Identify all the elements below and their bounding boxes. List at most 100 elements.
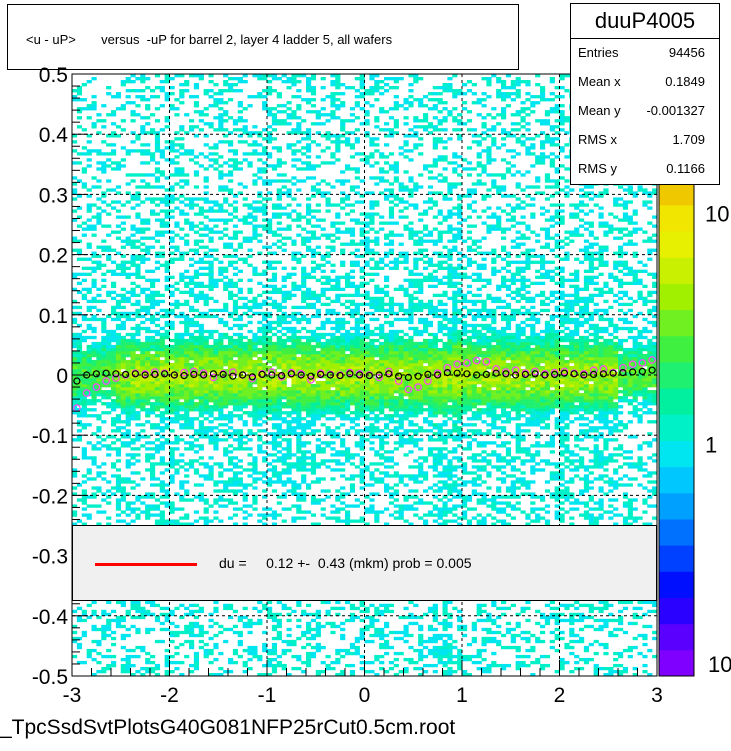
heatmap-cell bbox=[150, 660, 156, 665]
heatmap-cell bbox=[320, 450, 326, 454]
heatmap-cell bbox=[184, 417, 190, 421]
heatmap-cell bbox=[164, 95, 170, 99]
heatmap-cell bbox=[242, 390, 248, 394]
heatmap-cell bbox=[164, 387, 170, 391]
heatmap-cell bbox=[135, 600, 141, 605]
heatmap-cell bbox=[135, 302, 141, 307]
heatmap-cell bbox=[335, 435, 341, 439]
heatmap-cell bbox=[184, 221, 190, 225]
heatmap-cell bbox=[237, 417, 243, 421]
heatmap-cell bbox=[120, 371, 126, 376]
heatmap-cell bbox=[252, 390, 258, 394]
heatmap-cell bbox=[276, 390, 282, 394]
heatmap-cell bbox=[242, 402, 248, 406]
heatmap-cell bbox=[101, 666, 107, 671]
heatmap-cell bbox=[262, 227, 268, 231]
heatmap-cell bbox=[296, 104, 302, 108]
heatmap-cell bbox=[310, 417, 317, 421]
heatmap-cell bbox=[72, 182, 78, 186]
heatmap-cell bbox=[179, 311, 185, 316]
heatmap-cell bbox=[81, 287, 87, 292]
heatmap-cell bbox=[345, 510, 351, 514]
heatmap-cell bbox=[228, 390, 234, 394]
heatmap-cell bbox=[276, 612, 282, 617]
heatmap-cell bbox=[164, 402, 170, 406]
heatmap-cell bbox=[335, 402, 341, 406]
heatmap-cell bbox=[291, 314, 297, 319]
heatmap-cell bbox=[189, 408, 195, 412]
heatmap-cell bbox=[106, 522, 112, 526]
heatmap-cell bbox=[145, 218, 151, 222]
heatmap-cell bbox=[86, 408, 92, 412]
heatmap-cell bbox=[325, 663, 331, 668]
heatmap-cell bbox=[179, 125, 185, 129]
heatmap-cell bbox=[296, 251, 302, 255]
heatmap-cell bbox=[276, 654, 282, 659]
heatmap-cell bbox=[203, 477, 209, 481]
heatmap-cell bbox=[154, 344, 161, 349]
heatmap-cell bbox=[179, 414, 185, 418]
heatmap-cell bbox=[154, 95, 161, 99]
heatmap-cell bbox=[301, 356, 307, 361]
heatmap-cell bbox=[335, 212, 341, 216]
heatmap-cell bbox=[281, 278, 287, 282]
heatmap-cell bbox=[198, 426, 204, 430]
heatmap-cell bbox=[203, 387, 209, 391]
heatmap-cell bbox=[340, 627, 346, 632]
heatmap-cell bbox=[179, 350, 185, 355]
heatmap-cell bbox=[106, 350, 112, 355]
heatmap-cell bbox=[232, 387, 239, 391]
heatmap-cell bbox=[111, 420, 117, 424]
heatmap-cell bbox=[218, 308, 224, 313]
heatmap-cell bbox=[213, 362, 219, 367]
heatmap-cell bbox=[154, 179, 161, 183]
heatmap-cell bbox=[330, 477, 336, 481]
heatmap-cell bbox=[81, 408, 87, 412]
heatmap-cell bbox=[125, 317, 131, 322]
heatmap-cell bbox=[310, 390, 317, 394]
heatmap-cell bbox=[198, 221, 204, 225]
heatmap-cell bbox=[184, 489, 190, 493]
heatmap-cell bbox=[228, 278, 234, 282]
heatmap-cell bbox=[125, 465, 131, 469]
heatmap-cell bbox=[306, 77, 312, 81]
heatmap-cell bbox=[345, 137, 351, 141]
heatmap-cell bbox=[325, 411, 331, 415]
heatmap-cell bbox=[72, 639, 78, 644]
heatmap-cell bbox=[228, 344, 234, 349]
heatmap-cell bbox=[281, 362, 287, 367]
heatmap-cell bbox=[125, 612, 131, 617]
heatmap-cell bbox=[76, 290, 83, 295]
heatmap-cell bbox=[267, 477, 273, 481]
heatmap-cell bbox=[320, 669, 326, 674]
heatmap-cell bbox=[86, 194, 92, 198]
heatmap-cell bbox=[228, 77, 234, 81]
heatmap-cell bbox=[306, 450, 312, 454]
heatmap-cell bbox=[213, 230, 219, 234]
heatmap-cell bbox=[345, 393, 351, 397]
heatmap-cell bbox=[306, 368, 312, 373]
heatmap-cell bbox=[145, 609, 151, 614]
heatmap-cell bbox=[203, 417, 209, 421]
heatmap-cell bbox=[169, 239, 175, 243]
heatmap-cell bbox=[262, 209, 268, 213]
heatmap-cell bbox=[159, 639, 165, 644]
heatmap-cell bbox=[86, 206, 92, 210]
heatmap-cell bbox=[286, 122, 292, 126]
heatmap-cell bbox=[218, 495, 224, 499]
heatmap-cell bbox=[86, 104, 92, 108]
heatmap-cell bbox=[184, 320, 190, 325]
heatmap-cell bbox=[228, 516, 234, 520]
heatmap-cell bbox=[76, 362, 83, 367]
heatmap-cell bbox=[111, 384, 117, 388]
heatmap-cell bbox=[150, 200, 156, 204]
heatmap-cell bbox=[120, 158, 126, 162]
heatmap-cell bbox=[86, 287, 92, 292]
heatmap-cell bbox=[135, 215, 141, 219]
heatmap-cell bbox=[174, 137, 180, 141]
heatmap-cell bbox=[291, 393, 297, 397]
heatmap-cell bbox=[189, 390, 195, 394]
heatmap-cell bbox=[257, 438, 263, 442]
heatmap-cell bbox=[242, 341, 248, 346]
heatmap-cell bbox=[81, 350, 87, 355]
